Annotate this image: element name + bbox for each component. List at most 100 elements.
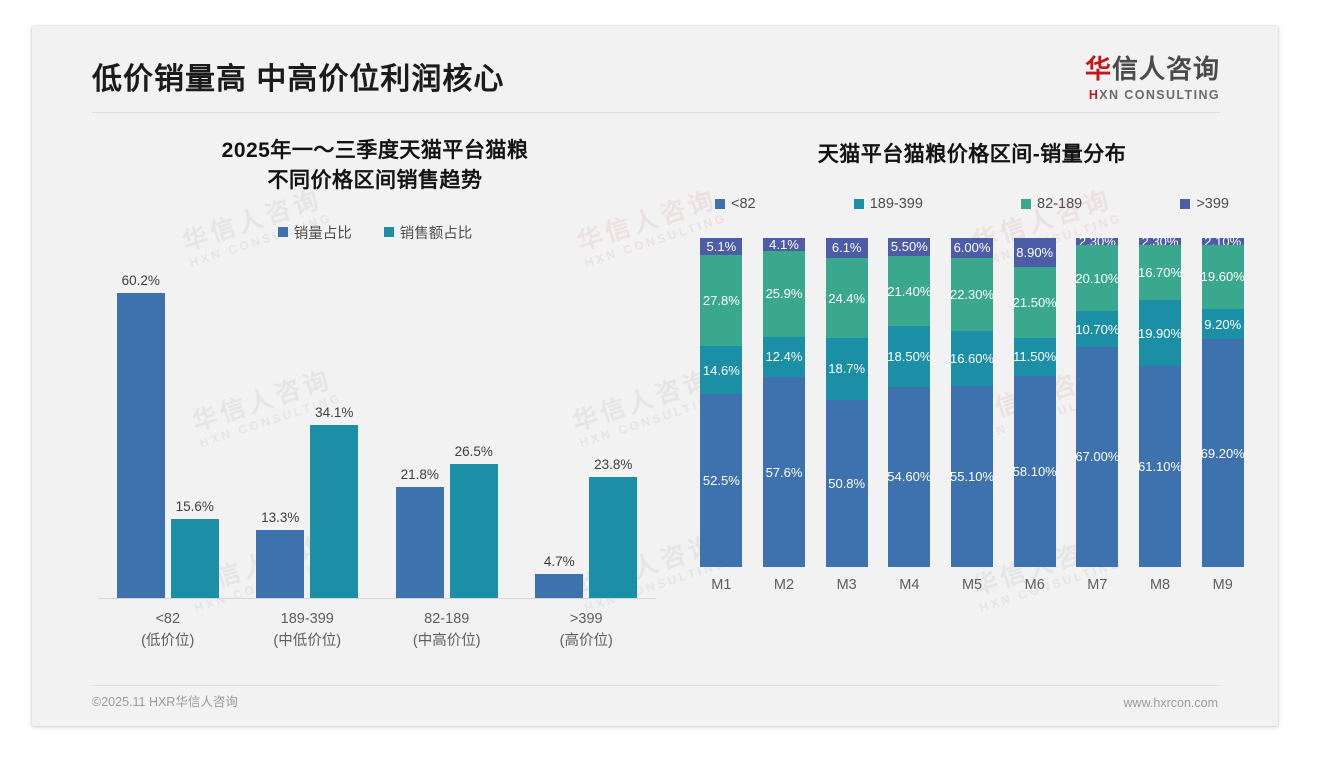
bar-group-82-189: 21.8% 26.5%: [377, 269, 517, 598]
stacked-bar-M1[interactable]: 5.1% 27.8% 14.6% 52.5%: [700, 237, 743, 567]
legend-item-0[interactable]: 销量占比: [277, 222, 352, 243]
legend-item-0[interactable]: <82: [715, 196, 756, 212]
stack-segment-label: 12.4%: [765, 349, 803, 365]
stack-segment-189-399: 11.50%: [1013, 337, 1056, 376]
footer-website: www.hxrcon.com: [1123, 696, 1218, 710]
stack-segment-label: 22.30%: [949, 286, 995, 302]
bar-value-label: 34.1%: [315, 405, 354, 421]
stack-segment-82-189: 24.4%: [825, 257, 868, 339]
bar->399-series1[interactable]: 23.8%: [589, 269, 638, 598]
stack-segment-label: 50.8%: [828, 475, 866, 491]
bar-rect: [589, 477, 638, 598]
bar-82-189-series1[interactable]: 26.5%: [449, 269, 498, 598]
legend-swatch-icon: [715, 198, 725, 209]
stacked-bar-M8[interactable]: 2.30% 16.70% 19.90% 61.10%: [1138, 234, 1182, 567]
stack-segment->399: 8.90%: [1013, 237, 1056, 268]
logo-chars-rest: 信人咨询: [1111, 54, 1220, 84]
x-label-main: 189-399: [280, 610, 334, 627]
stack-segment-label: 6.1%: [831, 240, 862, 256]
page-title: 低价销量高 中高价位利润核心: [92, 63, 505, 96]
bar-rect: [170, 518, 219, 598]
stack-segment-<82: 55.10%: [950, 385, 994, 567]
stacked-bar-M7[interactable]: 2.30% 20.10% 10.70% 67.00%: [1075, 234, 1119, 567]
x-label-82-189: 82-189 (中高价位): [377, 608, 517, 653]
stacked-bar-M5[interactable]: 6.00% 22.30% 16.60% 55.10%: [949, 237, 995, 567]
bar-rect: [256, 530, 305, 598]
bar-<82-series0[interactable]: 60.2%: [116, 269, 165, 598]
legend-label: >399: [1196, 195, 1229, 212]
logo-chinese-text: 华信人咨询: [1085, 56, 1220, 82]
stack-segment-label: 4.1%: [769, 237, 799, 253]
bar-value-label: 60.2%: [121, 272, 160, 288]
stack-segment->399: 2.10%: [1201, 234, 1244, 249]
stacked-bar-M2[interactable]: 4.1% 25.9% 12.4% 57.6%: [763, 237, 805, 567]
stack-segment-label: 16.60%: [949, 350, 995, 366]
stack-segment->399: 5.1%: [700, 237, 743, 255]
x-label-main: >399: [569, 610, 603, 627]
bar-rect: [310, 425, 359, 598]
left-chart-title-line2: 不同价格区间销售趋势: [267, 168, 483, 192]
stack-segment->399: 2.30%: [1076, 234, 1119, 249]
stack-column-M2: 4.1% 25.9% 12.4% 57.6%: [753, 237, 816, 567]
stacked-bar-M9[interactable]: 2.10% 19.60% 9.20% 69.20%: [1201, 234, 1245, 567]
stack-segment-189-399: 9.20%: [1201, 309, 1244, 340]
logo-en-rest: XN CONSULTING: [1099, 88, 1220, 102]
stack-column-M9: 2.10% 19.60% 9.20% 69.20%: [1191, 234, 1254, 567]
bar-group-<82: 60.2% 15.6%: [98, 269, 238, 598]
stack-segment-label: 5.50%: [890, 239, 928, 255]
stack-segment-189-399: 18.7%: [825, 338, 868, 400]
stack-segment-<82: 58.10%: [1013, 375, 1057, 567]
legend-item-1[interactable]: 189-399: [853, 195, 923, 212]
stack-segment-82-189: 19.60%: [1201, 244, 1245, 310]
bar-189-399-series0[interactable]: 13.3%: [256, 269, 305, 598]
bar-<82-series1[interactable]: 15.6%: [170, 269, 219, 598]
left-chart-x-axis-labels: <82 (低价位) 189-399 (中低价位) 82-189 (中高价位) >399 (高价…: [80, 608, 670, 653]
stack-column-M8: 2.30% 16.70% 19.90% 61.10%: [1129, 234, 1192, 567]
stack-segment->399: 5.50%: [888, 237, 931, 256]
right-chart-x-axis-labels: M1 M2 M3 M4 M5 M6 M7 M8 M9: [682, 577, 1262, 593]
left-chart-bar-groups: 60.2% 15.6% 13.3% 34.1% 21.8% 26.5% 4.7% 23.8%: [98, 269, 656, 598]
bar-82-189-series0[interactable]: 21.8%: [395, 269, 444, 598]
left-chart-axis-line: [98, 597, 656, 599]
legend-swatch-icon: [1180, 198, 1191, 209]
stack-segment-label: 6.00%: [953, 240, 991, 256]
legend-swatch-icon: [1021, 198, 1032, 209]
stack-segment-label: 57.6%: [765, 464, 803, 480]
stack-segment->399: 6.00%: [951, 237, 994, 258]
stack-segment-82-189: 27.8%: [700, 254, 743, 347]
stack-segment->399: 6.1%: [825, 237, 868, 258]
stacked-bar-M6[interactable]: 8.90% 21.50% 11.50% 58.10%: [1013, 237, 1057, 567]
left-chart-legend: 销量占比 销售额占比: [80, 222, 670, 243]
x-label-main: 82-189: [424, 610, 470, 627]
footer-copyright: ©2025.11 HXR华信人咨询: [92, 695, 238, 709]
legend-label: 189-399: [869, 195, 923, 212]
footer-divider: [92, 685, 1220, 686]
legend-item-3[interactable]: >399: [1180, 196, 1229, 212]
stacked-bar-M3[interactable]: 6.1% 24.4% 18.7% 50.8%: [825, 237, 868, 567]
stack-segment-label: 52.5%: [702, 472, 740, 488]
x-label-sub: (中高价位): [412, 633, 481, 650]
x-label-sub: (中低价位): [273, 633, 342, 650]
bar-value-label: 26.5%: [454, 443, 493, 459]
right-chart-legend: <82 189-399 82-189 >399: [682, 196, 1262, 212]
logo-char-hua: 华: [1084, 54, 1112, 84]
bar-group->399: 4.7% 23.8%: [517, 269, 657, 598]
right-chart-panel: 天猫平台猫粮价格区间-销量分布 <82 189-399 82-189 >399 5.1…: [682, 136, 1262, 593]
bar-189-399-series1[interactable]: 34.1%: [310, 269, 359, 598]
stacked-bar-M4[interactable]: 5.50% 21.40% 18.50% 54.60%: [887, 237, 931, 567]
bar-rect: [449, 463, 498, 598]
stack-segment->399: 4.1%: [763, 237, 805, 253]
stack-segment->399: 2.30%: [1139, 234, 1182, 249]
x-label-M5: M5: [961, 576, 983, 593]
legend-item-2[interactable]: 82-189: [1021, 196, 1082, 212]
left-chart-plot-area: 60.2% 15.6% 13.3% 34.1% 21.8% 26.5% 4.7% 23.8%: [80, 269, 670, 599]
stack-segment-189-399: 12.4%: [763, 336, 805, 378]
stack-segment-189-399: 14.6%: [700, 346, 743, 395]
x-label-M9: M9: [1212, 576, 1233, 593]
x-label-M7: M7: [1087, 576, 1108, 593]
legend-item-1[interactable]: 销售额占比: [383, 222, 472, 243]
stack-segment-label: 27.8%: [702, 292, 740, 308]
bar->399-series0[interactable]: 4.7%: [535, 269, 584, 598]
bar-value-label: 13.3%: [261, 510, 300, 526]
legend-label: 销量占比: [293, 225, 352, 242]
